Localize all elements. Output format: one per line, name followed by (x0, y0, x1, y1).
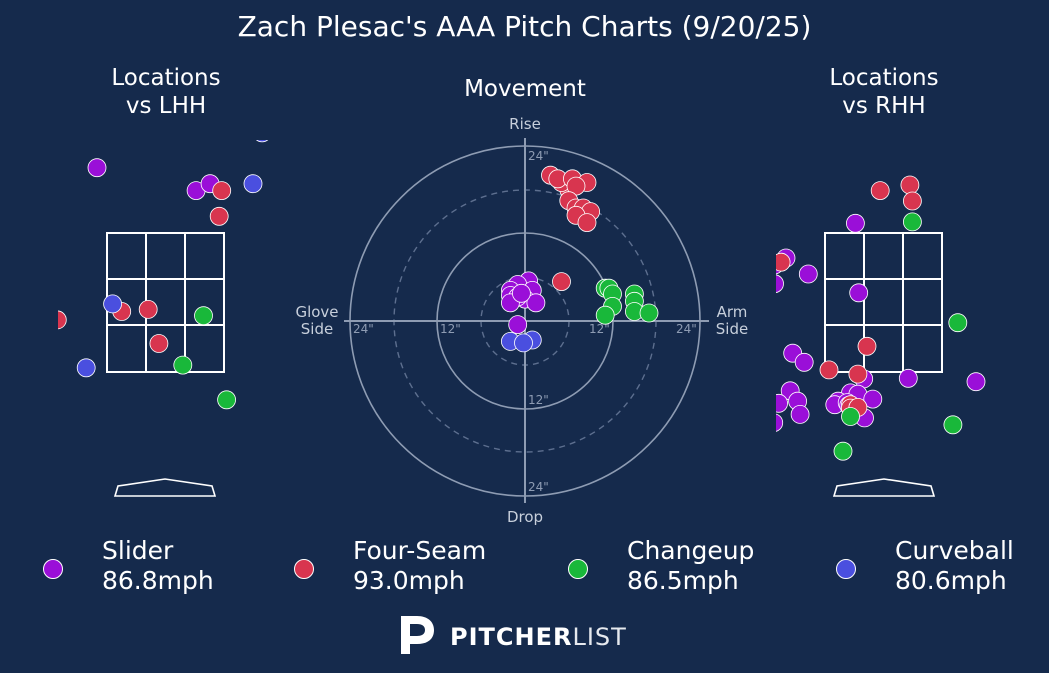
ring-label-24-top: 24" (528, 149, 549, 163)
movement-grid (344, 138, 709, 503)
pitcherlist-wordmark: PITCHERLIST (450, 623, 627, 651)
rhh-slider-point (798, 264, 818, 284)
movement-ring-labels: 24" 24" 12" 24" 12" 12" 24" (353, 149, 697, 494)
legend-name: Four-Seam (353, 536, 487, 565)
slider-marker-icon (43, 559, 63, 579)
movement-four-seam-point (552, 272, 571, 292)
movement-four-seam-point (577, 213, 597, 233)
rhh-slider-point (734, 438, 752, 456)
rhh-four-seam-point (848, 364, 868, 384)
lhh-four-seam-point (21, 182, 39, 200)
rhh-changeup-point (833, 441, 853, 461)
lhh-four-seam-point (58, 310, 67, 330)
rhh-changeup-point (841, 407, 860, 426)
rhh-four-seam-point (819, 360, 839, 380)
lhh-curveball-point (103, 294, 122, 314)
lhh-strike-zone (106, 232, 225, 373)
movement-pitch-points (500, 165, 659, 353)
rhh-slider-point (849, 283, 869, 303)
lhh-curveball-point (255, 140, 269, 143)
legend-speed: 80.6mph (895, 566, 1007, 595)
rhh-four-seam-point (900, 175, 920, 195)
rhh-slider-point (790, 404, 810, 424)
lhh-pitch-points (21, 140, 269, 410)
legend-speed: 86.5mph (627, 566, 739, 595)
legend-name: Curveball (895, 536, 1014, 565)
chart-title: Zach Plesac's AAA Pitch Charts (9/20/25) (237, 10, 812, 43)
rhh-panel-title: Locations vs RHH (829, 65, 939, 119)
four-seam-marker-icon (294, 559, 314, 579)
rhh-four-seam-point (857, 336, 877, 356)
rhh-slider-point (776, 413, 784, 432)
lhh-four-seam-point (149, 334, 169, 353)
lhh-panel-title: Locations vs LHH (111, 65, 221, 119)
lhh-changeup-point (194, 306, 213, 326)
ring-label-24-bottom: 24" (528, 480, 549, 494)
rhh-four-seam-point (776, 252, 791, 272)
ring-label-24-left: 24" (353, 322, 374, 336)
ring-label-12-bottom: 12" (528, 393, 549, 407)
rhh-four-seam-point (1039, 128, 1049, 146)
movement-label-rise: Rise (509, 115, 541, 133)
rhh-slider-point (776, 393, 788, 413)
lhh-four-seam-point (209, 206, 229, 226)
curveball-marker-icon (836, 559, 856, 579)
rhh-strike-zone (824, 232, 943, 373)
rhh-slider-point (846, 213, 865, 233)
lhh-changeup-point (173, 355, 193, 375)
movement-panel-title: Movement (464, 76, 586, 102)
rhh-changeup-point (948, 313, 968, 333)
movement-label-glove-side: Glove Side (295, 303, 338, 338)
ring-label-12-left: 12" (440, 322, 461, 336)
rhh-changeup-point (903, 212, 922, 232)
movement-changeup-point (595, 305, 615, 325)
changeup-marker-icon (568, 559, 588, 579)
rhh-four-seam-point (903, 191, 922, 211)
movement-curveball-point (514, 333, 533, 353)
legend-speed: 86.8mph (102, 566, 214, 595)
rhh-changeup-point (943, 415, 963, 435)
movement-slider-point (508, 315, 528, 335)
lhh-slider-point (27, 328, 45, 346)
rhh-slider-point (776, 274, 784, 293)
lhh-curveball-point (76, 358, 96, 378)
lhh-curveball-point (243, 174, 263, 194)
ring-label-24-right: 24" (676, 322, 697, 336)
rhh-slider-point (750, 289, 768, 307)
lhh-four-seam-point (138, 299, 158, 319)
rhh-four-seam-point (689, 398, 707, 416)
rhh-slider-point (863, 389, 883, 409)
lhh-changeup-point (217, 390, 237, 410)
rhh-slider-point (753, 393, 771, 411)
rhh-slider-point (742, 374, 760, 392)
movement-label-arm-side: Arm Side (716, 303, 748, 338)
rhh-home-plate (832, 478, 936, 497)
rhh-slider-point (898, 368, 918, 388)
legend-name: Slider (102, 536, 174, 565)
legend-speed: 93.0mph (353, 566, 465, 595)
movement-changeup-point (639, 303, 659, 323)
lhh-four-seam-point (212, 181, 232, 201)
legend-name: Changeup (627, 536, 755, 565)
ring-label-12-right: 12" (589, 322, 610, 336)
movement-label-drop: Drop (507, 508, 543, 526)
pitcherlist-p-icon (401, 616, 434, 654)
movement-slider-point (512, 283, 531, 303)
movement-slider-point (526, 293, 546, 313)
rhh-four-seam-point (694, 396, 712, 414)
rhh-four-seam-point (870, 181, 890, 201)
lhh-slider-point (87, 158, 107, 178)
rhh-slider-point (794, 352, 814, 372)
rhh-slider-point (966, 372, 986, 392)
rhh-pitch-points (689, 128, 1049, 461)
lhh-home-plate (113, 478, 217, 497)
